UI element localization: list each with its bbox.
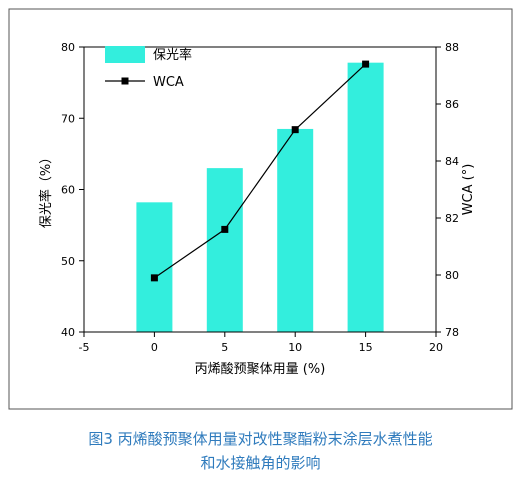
wca-point-15 (362, 60, 370, 68)
y-right-tick-label: 80 (445, 269, 459, 282)
y-left-tick-label: 50 (61, 255, 75, 268)
wca-point-5 (221, 225, 229, 233)
figure-caption-line1: 图3 丙烯酸预聚体用量对改性聚酯粉末涂层水煮性能 (88, 430, 433, 448)
x-axis-label: 丙烯酸预聚体用量 (%) (195, 362, 326, 377)
figure-caption-line2: 和水接触角的影响 (200, 454, 321, 472)
y-right-tick-label: 82 (445, 212, 459, 225)
y-right-tick-label: 88 (445, 41, 459, 54)
plot-area: -5 0 5 10 15 20 40 50 60 70 80 78 80 82 84 86 88 丙烯酸预聚体用量… (38, 41, 476, 377)
y-right-tick-label: 86 (445, 98, 459, 111)
legend-label-bar: 保光率 (153, 47, 192, 63)
x-tick-label: 5 (221, 341, 228, 354)
bar-10 (277, 128, 314, 332)
wca-point-10 (291, 126, 299, 134)
x-tick-label: 15 (359, 341, 373, 354)
bar-15 (347, 62, 384, 333)
y-right-axis-label: WCA (°) (461, 164, 476, 216)
x-tick-label: -5 (79, 341, 90, 354)
legend-swatch-marker (121, 77, 129, 85)
x-tick-label: 10 (288, 341, 302, 354)
y-left-tick-label: 80 (61, 41, 75, 54)
y-right-tick-label: 84 (445, 155, 459, 168)
y-left-tick-label: 40 (61, 326, 75, 339)
y-left-tick-label: 60 (61, 184, 75, 197)
y-right-tick-label: 78 (445, 326, 459, 339)
figure-frame (8, 8, 513, 410)
x-tick-label: 20 (429, 341, 443, 354)
bar-0 (136, 202, 173, 332)
x-tick-label: 0 (151, 341, 158, 354)
series-line-wca (154, 63, 367, 279)
bar-5 (206, 168, 243, 332)
y-left-tick-label: 70 (61, 112, 75, 125)
legend-label-line: WCA (153, 75, 184, 90)
legend-swatch-bar (105, 46, 145, 63)
y-left-axis-label: 保光率（%） (38, 151, 54, 228)
wca-point-0 (150, 274, 158, 282)
